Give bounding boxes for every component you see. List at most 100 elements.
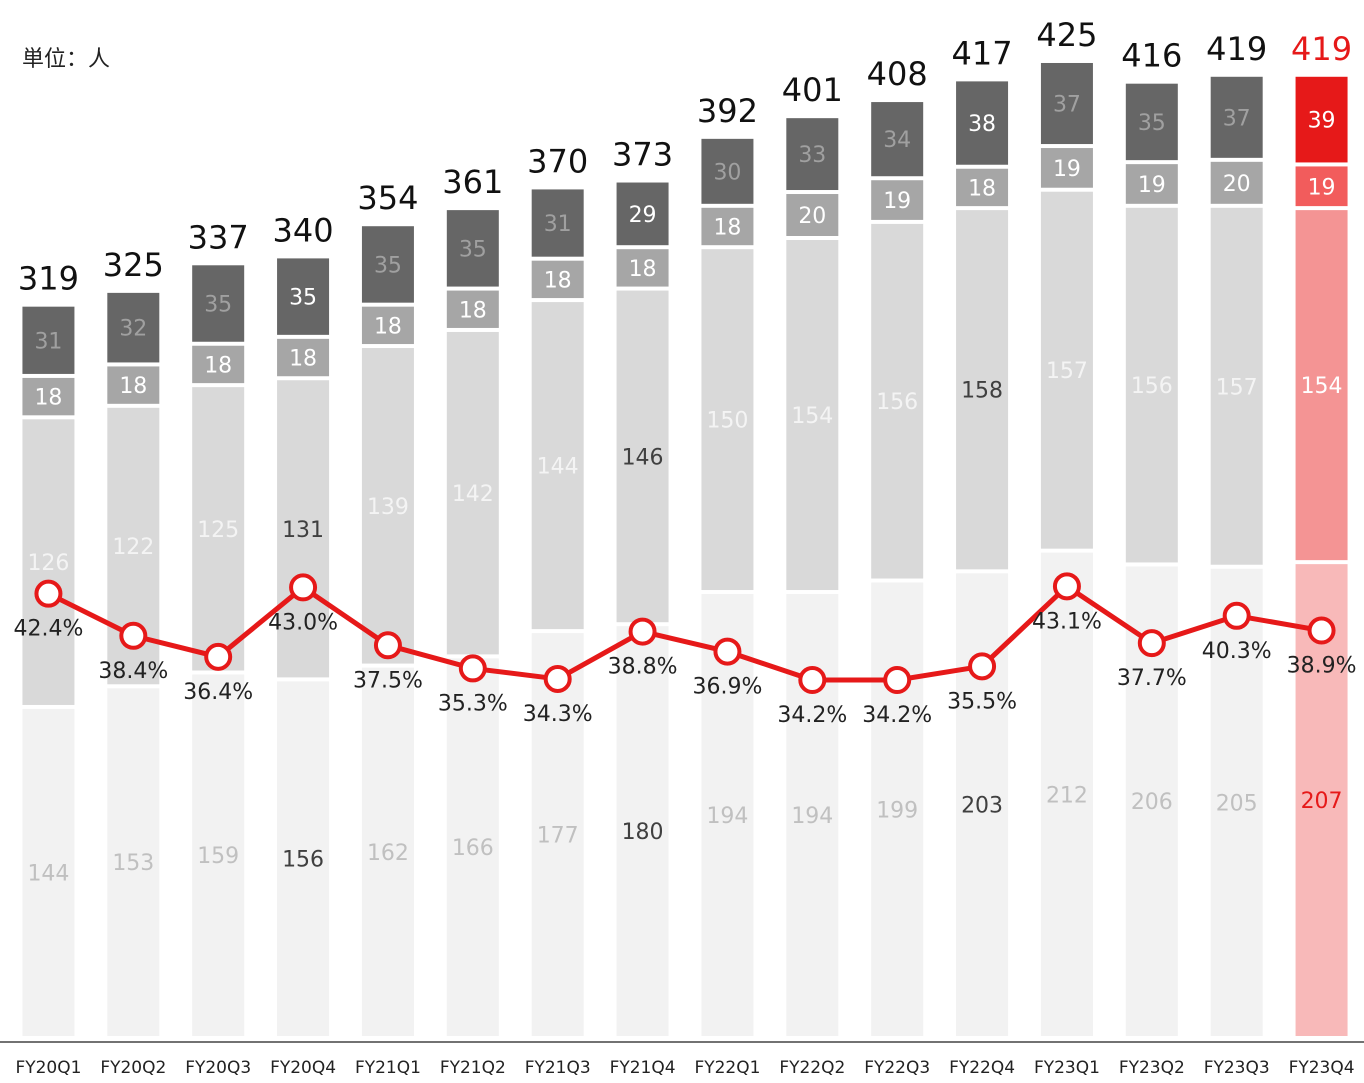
bar-segment xyxy=(277,681,330,1036)
bar-segment xyxy=(107,688,160,1036)
segment-label: 154 xyxy=(791,404,833,429)
bar-segment xyxy=(616,626,669,1036)
x-tick-label: FY23Q4 xyxy=(1289,1058,1355,1078)
segment-label: 153 xyxy=(112,851,154,876)
segment-label: 38 xyxy=(968,112,996,137)
bar-segment xyxy=(616,182,669,246)
ratio-label: 42.4% xyxy=(13,617,83,642)
segment-label: 31 xyxy=(34,329,62,354)
ratio-label: 34.2% xyxy=(862,703,932,728)
total-label: 325 xyxy=(103,246,164,284)
x-tick-label: FY22Q1 xyxy=(694,1058,760,1078)
ratio-point xyxy=(458,654,487,683)
segment-label: 33 xyxy=(798,143,826,168)
x-tick-label: FY23Q3 xyxy=(1204,1058,1270,1078)
bar-segment xyxy=(1040,148,1093,188)
x-tick-label: FY21Q1 xyxy=(355,1058,421,1078)
x-tick-label: FY20Q3 xyxy=(185,1058,251,1078)
bar-segment xyxy=(1210,568,1263,1036)
ratio-label: 43.1% xyxy=(1032,609,1102,634)
bar-segment xyxy=(956,210,1009,570)
segment-label: 19 xyxy=(1053,157,1081,182)
segment-label: 18 xyxy=(968,176,996,201)
segment-label: 166 xyxy=(452,836,494,861)
ratio-point xyxy=(1137,629,1166,658)
ratio-label: 38.4% xyxy=(98,659,168,684)
bar-segment xyxy=(192,345,245,384)
segment-label: 37 xyxy=(1223,106,1251,131)
segment-label: 122 xyxy=(112,535,154,560)
x-tick-label: FY22Q3 xyxy=(864,1058,930,1078)
ratio-label: 34.2% xyxy=(777,703,847,728)
ratio-point xyxy=(1307,616,1336,645)
total-label: 319 xyxy=(18,260,79,298)
segment-label: 156 xyxy=(1131,374,1173,399)
ratio-point xyxy=(289,573,318,602)
segment-label: 199 xyxy=(876,798,918,823)
segment-label: 154 xyxy=(1301,374,1343,399)
unit-label: 単位：人 xyxy=(22,47,110,72)
segment-label: 162 xyxy=(367,841,409,866)
segment-label: 157 xyxy=(1216,375,1258,400)
segment-label: 18 xyxy=(713,216,741,241)
bar-segment xyxy=(22,419,75,705)
segment-label: 29 xyxy=(629,203,657,228)
segment-label: 18 xyxy=(289,347,317,372)
segment-label: 156 xyxy=(876,390,918,415)
bar-segment xyxy=(446,290,499,328)
bar-segment xyxy=(277,380,330,678)
segment-label: 37 xyxy=(1053,93,1081,118)
x-tick-label: FY20Q4 xyxy=(270,1058,336,1078)
ratio-label: 37.5% xyxy=(353,668,423,693)
total-label: 417 xyxy=(952,34,1013,72)
ratio-point xyxy=(34,579,63,608)
total-label: 419 xyxy=(1206,30,1267,68)
ratio-label: 34.3% xyxy=(523,702,593,727)
bar-segment xyxy=(446,210,499,287)
segment-label: 206 xyxy=(1131,790,1173,815)
segment-label: 18 xyxy=(119,374,147,399)
ratio-point xyxy=(373,631,402,660)
ratio-point xyxy=(204,642,233,671)
bar-segment xyxy=(701,594,754,1036)
segment-label: 194 xyxy=(791,804,833,829)
x-tick-label: FY21Q4 xyxy=(610,1058,676,1078)
bar-segment xyxy=(871,582,924,1036)
segment-label: 19 xyxy=(1308,175,1336,200)
bar-segment xyxy=(361,667,414,1036)
bar-segment xyxy=(192,387,245,671)
bar-segment xyxy=(701,207,754,246)
ratio-label: 43.0% xyxy=(268,610,338,635)
x-tick-label: FY20Q1 xyxy=(15,1058,81,1078)
ratio-label: 36.4% xyxy=(183,680,253,705)
total-label: 392 xyxy=(697,92,758,130)
segment-label: 212 xyxy=(1046,783,1088,808)
bar-segment xyxy=(1125,164,1178,204)
bar-segment xyxy=(192,265,245,342)
total-label: 361 xyxy=(442,163,503,201)
segment-label: 18 xyxy=(459,298,487,323)
bar-segment xyxy=(446,331,499,655)
bar-segment xyxy=(277,338,330,377)
segment-label: 20 xyxy=(798,204,826,229)
total-label: 401 xyxy=(782,71,843,109)
bar-segment xyxy=(531,302,584,630)
segment-label: 180 xyxy=(622,820,664,845)
segment-label: 144 xyxy=(537,455,579,480)
segment-label: 125 xyxy=(197,518,239,543)
bar-segment xyxy=(107,292,160,363)
x-tick-label: FY20Q2 xyxy=(100,1058,166,1078)
total-label: 370 xyxy=(527,142,588,180)
bar-segment xyxy=(361,226,414,303)
bar-segment xyxy=(446,658,499,1036)
x-tick-label: FY22Q2 xyxy=(779,1058,845,1078)
bar-segment xyxy=(361,348,414,664)
bar-segment xyxy=(871,102,924,177)
bar-segment xyxy=(1040,552,1093,1036)
bar-segment xyxy=(871,180,924,220)
bar-segment xyxy=(1295,210,1348,561)
x-tick-label: FY23Q2 xyxy=(1119,1058,1185,1078)
bar-segment xyxy=(1125,207,1178,563)
ratio-point xyxy=(883,666,912,694)
